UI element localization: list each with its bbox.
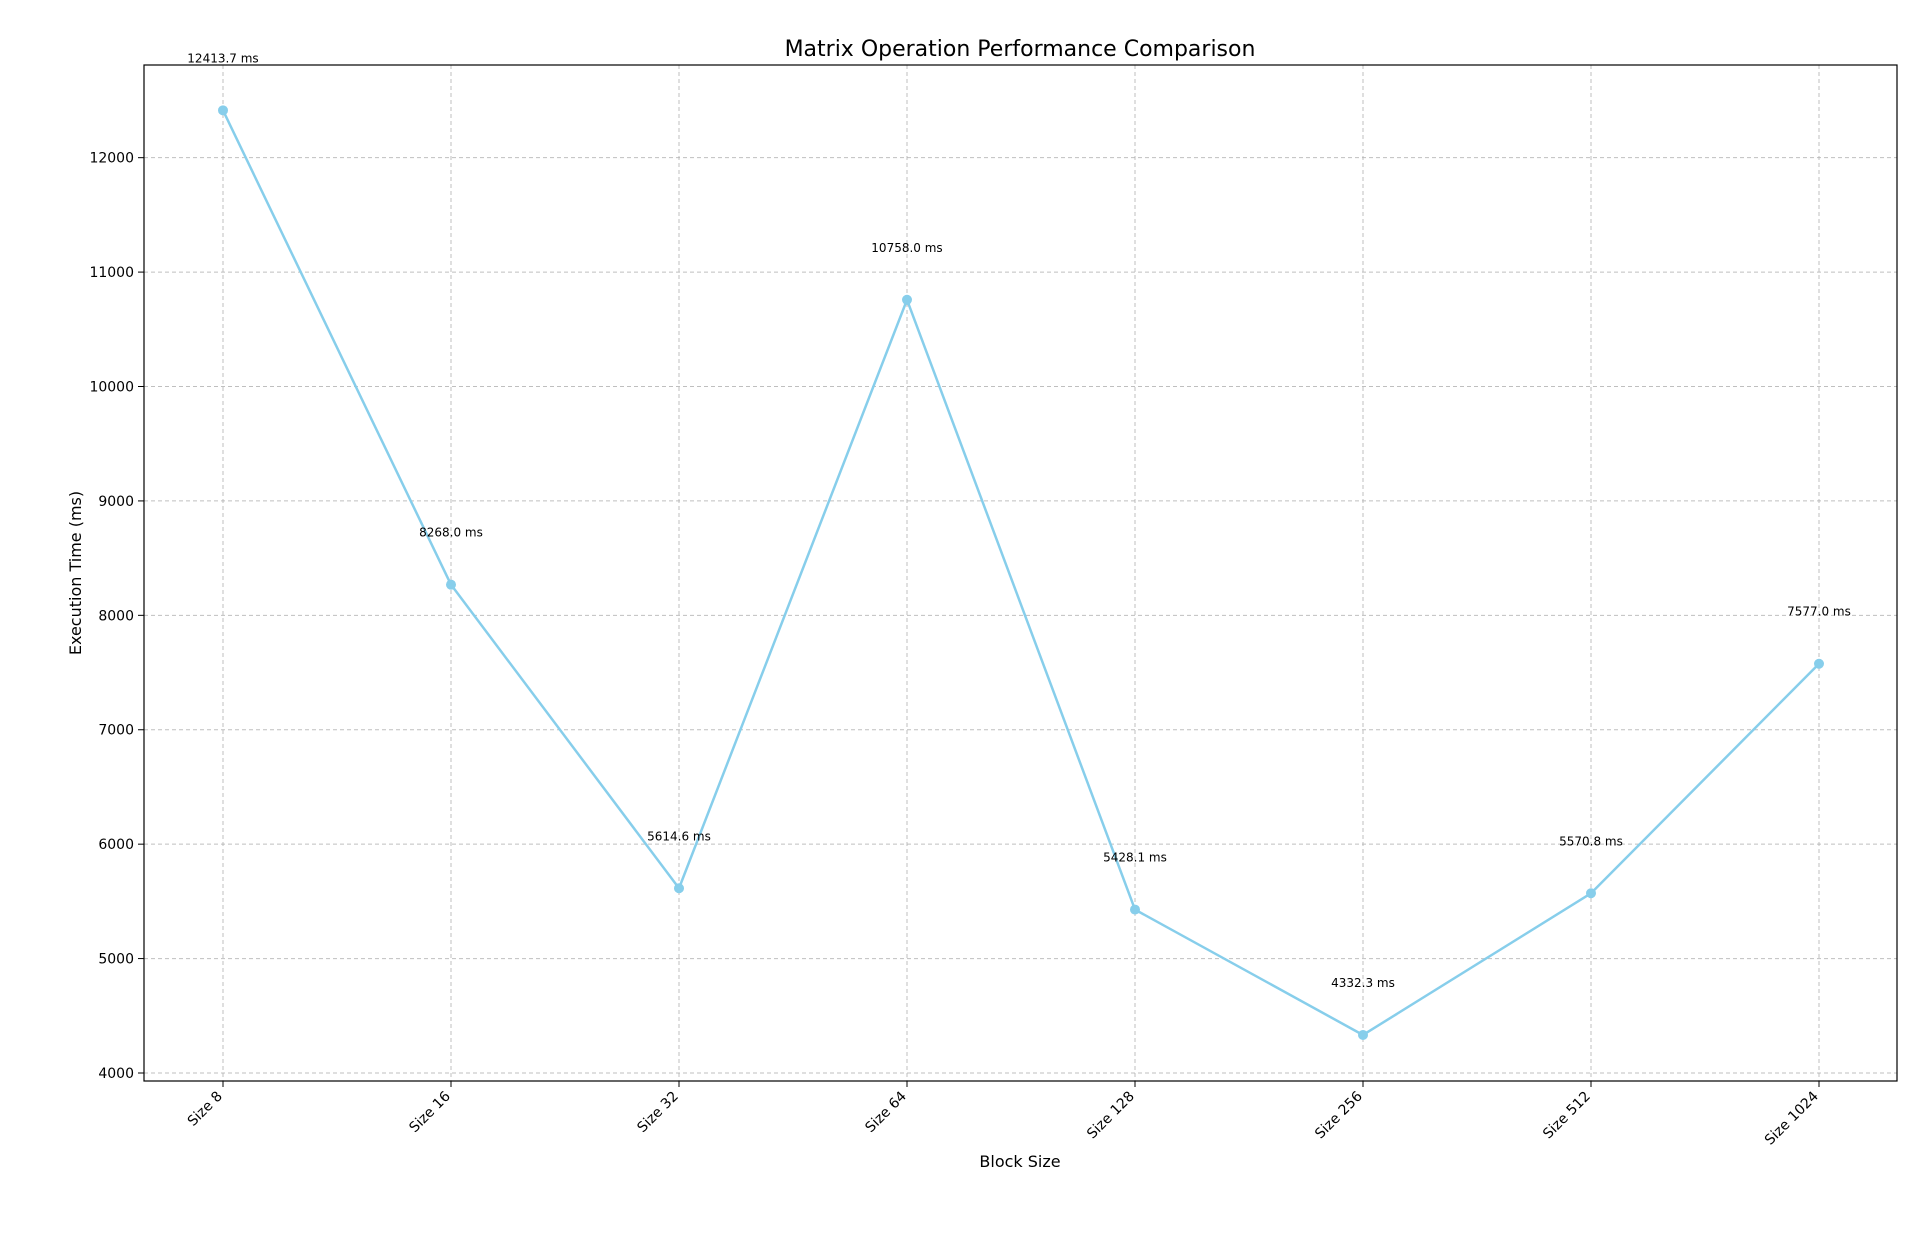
y-tick-label: 12000 [89,151,134,167]
data-label: 4332.3 ms [1331,976,1395,990]
x-axis-label: Block Size [979,1152,1060,1171]
data-label: 5570.8 ms [1559,834,1623,848]
data-point [1814,658,1824,669]
plot-area-frame [143,64,1898,1082]
data-point [218,105,228,116]
series-line [221,109,1820,1037]
data-label: 5428.1 ms [1103,851,1167,865]
chart-title: Matrix Operation Performance Comparison [785,37,1256,62]
data-point [1358,1029,1368,1040]
y-tick-label: 10000 [89,380,134,396]
data-point [446,579,456,590]
y-tick-label: 5000 [98,952,134,968]
data-label: 10758.0 ms [871,241,942,255]
data-point [1130,904,1140,915]
data-label: 5614.6 ms [647,829,711,843]
data-point [674,883,684,894]
data-labels: 12413.7 ms 8268.0 ms 5614.6 ms 10758.0 ms 54… [187,51,1851,990]
y-tick-label: 4000 [98,1066,134,1082]
y-axis-label: Execution Time (ms) [66,491,85,655]
data-point [902,294,912,305]
y-tick-label: 7000 [98,723,134,739]
data-label: 12413.7 ms [187,51,258,65]
data-label: 7577.0 ms [1787,605,1851,619]
series [218,105,1824,1040]
y-tick-label: 6000 [98,837,134,853]
data-label: 8268.0 ms [419,526,483,540]
data-point [1586,888,1596,899]
y-tick-label: 11000 [89,265,134,281]
grid [144,65,1897,1081]
y-tick-label: 9000 [98,494,134,510]
y-tick-label: 8000 [98,608,134,624]
